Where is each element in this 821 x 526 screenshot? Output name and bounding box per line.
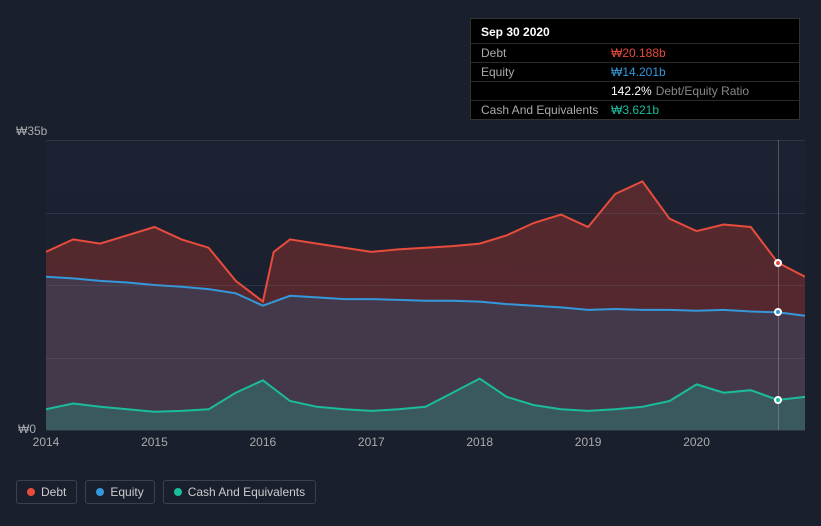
legend-item-label: Equity xyxy=(110,485,143,499)
x-axis-tick: 2019 xyxy=(575,435,602,449)
chart-plot-area[interactable] xyxy=(46,140,805,430)
tooltip-row-label: Equity xyxy=(481,65,611,79)
legend-dot-icon xyxy=(27,488,35,496)
x-axis-tick: 2020 xyxy=(683,435,710,449)
series-marker-equity xyxy=(774,308,782,316)
tooltip-row-label: Debt xyxy=(481,46,611,60)
tooltip-row-value: ₩14.201b xyxy=(611,65,666,79)
chart-gridline xyxy=(46,285,805,286)
legend-dot-icon xyxy=(174,488,182,496)
tooltip-date: Sep 30 2020 xyxy=(471,19,799,43)
chart-gridline xyxy=(46,213,805,214)
legend-item-equity[interactable]: Equity xyxy=(85,480,154,504)
chart-gridline xyxy=(46,358,805,359)
x-axis: 2014201520162017201820192020 xyxy=(46,435,805,455)
tooltip-row: Equity₩14.201b xyxy=(471,62,799,81)
chart-gridline xyxy=(46,140,805,141)
x-axis-tick: 2016 xyxy=(249,435,276,449)
chart-cursor-line xyxy=(778,140,779,430)
legend-item-label: Cash And Equivalents xyxy=(188,485,305,499)
chart-gridline xyxy=(46,430,805,431)
y-axis-label-min: ₩0 xyxy=(18,422,36,436)
tooltip-row-value: ₩20.188b xyxy=(611,46,666,60)
y-axis-label-max: ₩35b xyxy=(16,124,47,138)
tooltip-row-label xyxy=(481,84,611,98)
tooltip-row: Cash And Equivalents₩3.621b xyxy=(471,100,799,119)
tooltip-row-value: 142.2% xyxy=(611,84,652,98)
series-marker-cash-and-equivalents xyxy=(774,396,782,404)
legend-item-debt[interactable]: Debt xyxy=(16,480,77,504)
x-axis-tick: 2014 xyxy=(33,435,60,449)
tooltip-row-suffix: Debt/Equity Ratio xyxy=(656,84,749,98)
chart-tooltip: Sep 30 2020 Debt₩20.188bEquity₩14.201b14… xyxy=(470,18,800,120)
chart-legend: Debt Equity Cash And Equivalents xyxy=(16,480,316,504)
legend-item-cash-and-equivalents[interactable]: Cash And Equivalents xyxy=(163,480,316,504)
x-axis-tick: 2017 xyxy=(358,435,385,449)
legend-item-label: Debt xyxy=(41,485,66,499)
legend-dot-icon xyxy=(96,488,104,496)
tooltip-row-label: Cash And Equivalents xyxy=(481,103,611,117)
tooltip-row: 142.2% Debt/Equity Ratio xyxy=(471,81,799,100)
x-axis-tick: 2018 xyxy=(466,435,493,449)
series-marker-debt xyxy=(774,259,782,267)
x-axis-tick: 2015 xyxy=(141,435,168,449)
chart-container: ₩35b ₩0 2014 2015 2016 2017 2018 2019 2020 xyxy=(16,120,805,460)
tooltip-row: Debt₩20.188b xyxy=(471,43,799,62)
tooltip-row-value: ₩3.621b xyxy=(611,103,659,117)
